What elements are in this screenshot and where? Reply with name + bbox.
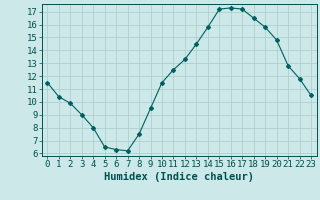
X-axis label: Humidex (Indice chaleur): Humidex (Indice chaleur) xyxy=(104,172,254,182)
